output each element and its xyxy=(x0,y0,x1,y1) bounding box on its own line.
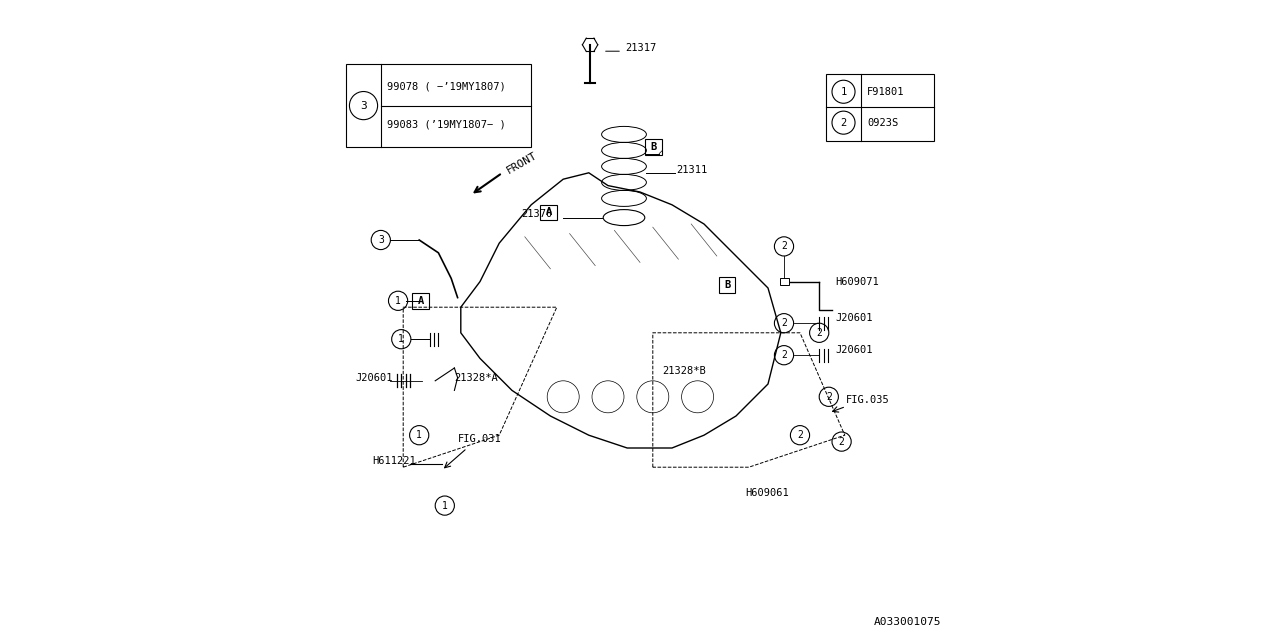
Text: 1: 1 xyxy=(396,296,401,306)
Text: J20601: J20601 xyxy=(835,314,873,323)
Text: 99083 (’19MY1807− ): 99083 (’19MY1807− ) xyxy=(387,120,506,130)
Text: B: B xyxy=(650,142,657,152)
Text: F91801: F91801 xyxy=(868,87,905,97)
Text: 2: 2 xyxy=(781,350,787,360)
Text: B: B xyxy=(724,280,730,290)
Text: 0923S: 0923S xyxy=(868,118,899,127)
Text: 3: 3 xyxy=(378,235,384,245)
Text: 2: 2 xyxy=(838,436,845,447)
Text: 21328*B: 21328*B xyxy=(663,366,707,376)
Text: A033001075: A033001075 xyxy=(873,617,941,627)
Text: 2: 2 xyxy=(781,318,787,328)
Text: J20601: J20601 xyxy=(356,372,393,383)
Text: A: A xyxy=(417,296,424,306)
Text: 2: 2 xyxy=(797,430,803,440)
Text: 2: 2 xyxy=(781,241,787,252)
Text: 2: 2 xyxy=(817,328,822,338)
Text: 1: 1 xyxy=(841,87,846,97)
Bar xyxy=(346,64,531,147)
Text: 21370: 21370 xyxy=(522,209,553,220)
Text: 3: 3 xyxy=(360,100,367,111)
Text: FIG.031: FIG.031 xyxy=(458,434,502,444)
Text: H609071: H609071 xyxy=(836,276,879,287)
Text: H611221: H611221 xyxy=(372,456,416,466)
Text: 21328*A: 21328*A xyxy=(454,372,498,383)
Text: J20601: J20601 xyxy=(835,346,873,355)
Text: 2: 2 xyxy=(841,118,846,127)
Text: FIG.035: FIG.035 xyxy=(846,396,890,405)
Text: 1: 1 xyxy=(398,334,404,344)
Bar xyxy=(412,293,429,308)
Bar xyxy=(718,277,736,292)
Text: H609061: H609061 xyxy=(745,488,790,498)
Text: 21317: 21317 xyxy=(625,43,657,53)
Text: 99078 ( −’19MY1807): 99078 ( −’19MY1807) xyxy=(387,81,506,92)
Bar xyxy=(780,278,788,285)
Bar xyxy=(645,140,662,155)
Text: 2: 2 xyxy=(826,392,832,402)
Text: FRONT: FRONT xyxy=(504,150,539,175)
Bar xyxy=(540,205,557,220)
Text: 1: 1 xyxy=(416,430,422,440)
Text: A: A xyxy=(545,207,552,218)
Text: 21311: 21311 xyxy=(677,164,708,175)
Text: 1: 1 xyxy=(442,500,448,511)
Bar xyxy=(826,74,934,141)
